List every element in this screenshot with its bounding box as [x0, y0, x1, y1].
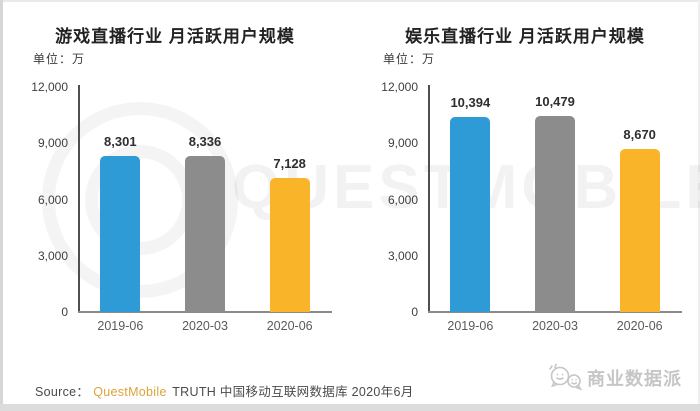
chart-title: 娱乐直播行业 月活跃用户规模 [405, 27, 645, 46]
bar-2020-06 [619, 149, 660, 312]
y-tick-label: 0 [411, 305, 418, 319]
category-label-2020-03: 2020-03 [532, 319, 578, 333]
source-brand: QuestMobile [93, 385, 167, 399]
bar-plot: 12,000 9,000 6,000 3,000 0 10,394 2019-06 10,47… [350, 0, 700, 345]
unit-label: 单位：万 [33, 52, 86, 66]
category-label-2019-06: 2019-06 [97, 319, 144, 333]
y-axis-line [428, 85, 430, 313]
value-label-2019-06: 8,301 [104, 134, 137, 150]
y-tick-label: 12,000 [31, 80, 68, 94]
y-tick-label: 6,000 [387, 192, 418, 207]
source-prefix: Source： [35, 385, 90, 399]
page-edge-right [698, 0, 700, 411]
bar-2019-06 [100, 156, 141, 312]
y-tick-label: 3,000 [37, 248, 68, 263]
value-label-2020-03: 10,479 [535, 93, 575, 109]
y-tick-label: 9,000 [387, 136, 418, 151]
value-label-2020-06: 7,128 [273, 156, 306, 172]
chart-panel-entertainment-livestream: 娱乐直播行业 月活跃用户规模 单位：万 12,000 9,000 6,000 3,00… [350, 0, 700, 345]
bar-plot: 12,000 9,000 6,000 3,000 0 8,301 2019-06 8,336 2… [0, 0, 350, 345]
x-axis-line [78, 311, 332, 313]
unit-label: 单位：万 [383, 52, 436, 66]
y-axis-line [78, 85, 80, 313]
value-label-2020-06: 8,670 [623, 127, 656, 143]
category-label-2019-06: 2019-06 [447, 319, 494, 333]
value-label-2020-03: 8,336 [188, 133, 222, 149]
y-tick-label: 9,000 [37, 136, 68, 151]
bar-2019-06 [450, 117, 491, 312]
y-tick-label: 6,000 [37, 192, 68, 207]
chart-panel-game-livestream: 游戏直播行业 月活跃用户规模 单位：万 12,000 9,000 6,000 3,00… [0, 0, 350, 345]
value-label-2019-06: 10,394 [450, 95, 491, 111]
source-rest: TRUTH 中国移动互联网数据库 2020年6月 [168, 385, 414, 399]
x-axis-line [428, 311, 682, 313]
category-label-2020-06: 2020-06 [616, 319, 663, 333]
page-edge-bottom [0, 404, 700, 411]
y-tick-label: 3,000 [387, 248, 418, 263]
source-line: Source： QuestMobile TRUTH 中国移动互联网数据库 2020… [35, 381, 414, 400]
y-tick-label: 0 [61, 305, 68, 319]
brand-watermark: 商业数据派 [547, 363, 682, 393]
category-label-2020-03: 2020-03 [182, 319, 228, 333]
y-tick-label: 12,000 [381, 80, 418, 94]
bar-2020-06 [269, 178, 310, 312]
bar-2020-03 [535, 115, 575, 312]
page-edge-top [0, 0, 700, 2]
chat-bubbles-icon [549, 363, 583, 391]
category-label-2020-06: 2020-06 [266, 319, 313, 333]
chart-title: 游戏直播行业 月活跃用户规模 [55, 27, 295, 46]
bar-2020-03 [185, 155, 225, 312]
page-edge-left [0, 0, 3, 411]
brand-watermark-text: 商业数据派 [587, 369, 682, 389]
